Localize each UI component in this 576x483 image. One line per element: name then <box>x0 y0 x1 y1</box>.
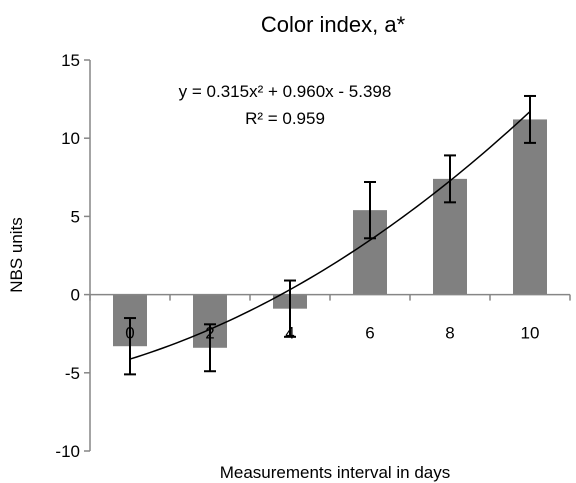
x-tick-label-6: 6 <box>365 324 374 343</box>
x-tick-label-8: 8 <box>445 324 454 343</box>
x-axis-label: Measurements interval in days <box>220 463 451 482</box>
chart-title: Color index, a* <box>261 12 406 37</box>
y-axis-label: NBS units <box>7 217 26 293</box>
trendline <box>129 111 531 360</box>
y-tick-label-10: 10 <box>61 129 80 148</box>
y-tick-label--10: -10 <box>55 442 80 461</box>
trendline-r-squared: R² = 0.959 <box>245 109 325 128</box>
y-tick-label--5: -5 <box>65 364 80 383</box>
y-tick-label-5: 5 <box>71 207 80 226</box>
x-tick-label-10: 10 <box>521 324 540 343</box>
plot-area: -10-50510150246810 <box>55 51 571 461</box>
y-tick-label-15: 15 <box>61 51 80 70</box>
trendline-equation: y = 0.315x² + 0.960x - 5.398 <box>179 82 392 101</box>
y-tick-label-0: 0 <box>71 286 80 305</box>
bar-10 <box>513 119 547 295</box>
